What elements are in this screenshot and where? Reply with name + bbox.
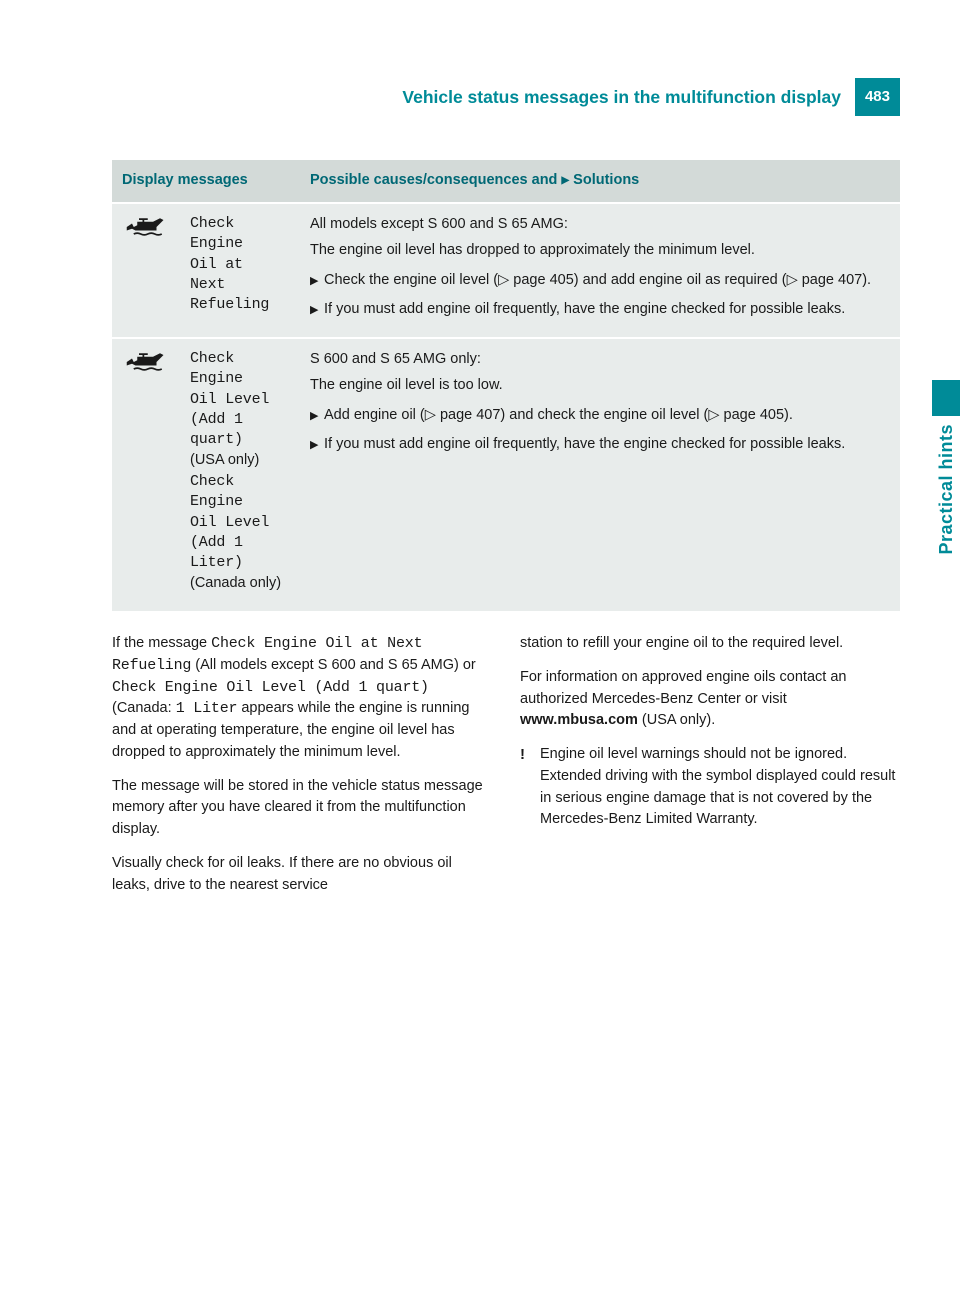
body-columns: If the message Check Engine Oil at Next … xyxy=(112,633,900,908)
display-message-text-canada: Check Engine Oil Level (Add 1 Liter) xyxy=(190,472,290,573)
col-header-display: Display messages xyxy=(112,160,300,203)
side-tab-label: Practical hints xyxy=(933,424,960,555)
action-arrow-icon: ▶ xyxy=(310,299,324,321)
action-arrow-icon: ▶ xyxy=(310,405,324,427)
solutions-arrow-icon: ▶ xyxy=(561,175,569,186)
page-header: Vehicle status messages in the multifunc… xyxy=(112,78,900,116)
action-arrow-icon: ▶ xyxy=(310,434,324,456)
section-title: Vehicle status messages in the multifunc… xyxy=(402,78,855,116)
region-note-canada: (Canada only) xyxy=(190,573,290,595)
messages-table: Display messages Possible causes/consequ… xyxy=(112,160,900,611)
side-tab-accent xyxy=(932,380,960,416)
action-text: If you must add engine oil frequently, h… xyxy=(324,299,890,321)
paragraph: Visually check for oil leaks. If there a… xyxy=(112,853,492,897)
paragraph: station to refill your engine oil to the… xyxy=(520,633,900,655)
display-message-text-usa: Check Engine Oil Level (Add 1 quart) xyxy=(190,349,290,450)
action-item: ▶ Add engine oil (▷ page 407) and check … xyxy=(310,405,890,427)
display-message-text: Check Engine Oil at Next Refueling xyxy=(190,214,290,315)
paragraph: If the message Check Engine Oil at Next … xyxy=(112,633,492,764)
region-note-usa: (USA only) xyxy=(190,450,290,472)
icon-cell xyxy=(112,338,180,611)
manual-page: Vehicle status messages in the multifunc… xyxy=(0,0,960,948)
action-item: ▶ If you must add engine oil frequently,… xyxy=(310,434,890,456)
paragraph: The message will be stored in the vehicl… xyxy=(112,776,492,841)
cause-body: The engine oil level has dropped to appr… xyxy=(310,240,890,262)
side-tab: Practical hints xyxy=(932,380,960,600)
oil-can-icon xyxy=(125,349,167,375)
left-column: If the message Check Engine Oil at Next … xyxy=(112,633,492,908)
message-cell: Check Engine Oil at Next Refueling xyxy=(180,203,300,338)
message-cell: Check Engine Oil Level (Add 1 quart) (US… xyxy=(180,338,300,611)
action-text: Check the engine oil level (▷ page 405) … xyxy=(324,270,890,292)
action-text: If you must add engine oil frequently, h… xyxy=(324,434,890,456)
solution-cell: All models except S 600 and S 65 AMG: Th… xyxy=(300,203,900,338)
table-row: Check Engine Oil at Next Refueling All m… xyxy=(112,203,900,338)
oil-can-icon xyxy=(125,214,167,240)
cause-intro: S 600 and S 65 AMG only: xyxy=(310,349,890,371)
action-item: ▶ If you must add engine oil frequently,… xyxy=(310,299,890,321)
col-header-solutions: Possible causes/consequences and ▶ Solut… xyxy=(300,160,900,203)
cause-body: The engine oil level is too low. xyxy=(310,375,890,397)
right-column: station to refill your engine oil to the… xyxy=(520,633,900,908)
warning-icon: ! xyxy=(520,744,540,831)
url-text: www.mbusa.com xyxy=(520,712,638,728)
action-arrow-icon: ▶ xyxy=(310,270,324,292)
icon-cell xyxy=(112,203,180,338)
col-header-solutions-a: Possible causes/consequences and xyxy=(310,172,561,188)
warning-text: Engine oil level warnings should not be … xyxy=(540,744,900,831)
table-row: Check Engine Oil Level (Add 1 quart) (US… xyxy=(112,338,900,611)
action-item: ▶ Check the engine oil level (▷ page 405… xyxy=(310,270,890,292)
solution-cell: S 600 and S 65 AMG only: The engine oil … xyxy=(300,338,900,611)
cause-intro: All models except S 600 and S 65 AMG: xyxy=(310,214,890,236)
action-text: Add engine oil (▷ page 407) and check th… xyxy=(324,405,890,427)
page-number: 483 xyxy=(855,78,900,116)
paragraph: For information on approved engine oils … xyxy=(520,667,900,732)
warning-note: ! Engine oil level warnings should not b… xyxy=(520,744,900,831)
col-header-solutions-b: Solutions xyxy=(569,172,639,188)
